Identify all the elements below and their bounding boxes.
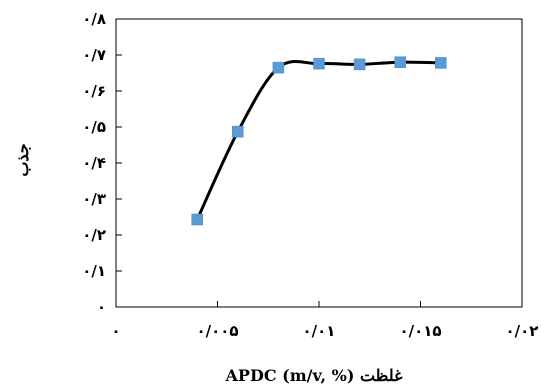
x-tick-label: ۰/۰۰۵ [196,322,238,340]
y-tick-label: ۰/۴ [82,154,106,172]
x-tick-label: ۰/۰۱ [303,322,336,340]
y-tick-label: ۰/۱ [82,262,106,280]
y-tick-label: ۰/۷ [82,46,106,64]
y-tick-label: ۰/۶ [82,82,106,100]
data-point [394,56,406,68]
x-axis-tick-labels: ۰ ۰/۰۰۵ ۰/۰۱ ۰/۰۱۵ ۰/۰۲ [111,322,538,340]
y-tick-label: ۰/۵ [82,118,106,136]
data-point [232,125,244,138]
y-axis-title: جذب [13,143,32,176]
series-markers [191,56,447,226]
x-tick-label: ۰/۰۲ [506,322,539,340]
data-point [272,61,285,74]
y-tick-label: ۰/۳ [82,190,106,208]
y-axis-ticks [116,18,122,308]
data-point [313,57,325,70]
data-point [353,58,366,71]
y-tick-label: ۰/۲ [82,226,106,244]
x-axis-ticks [115,301,523,307]
x-tick-label: ۰ [111,322,120,340]
y-tick-label: ۰/۸ [82,10,106,28]
x-tick-label: ۰/۰۱۵ [399,322,441,340]
y-axis-tick-labels: ۰ ۰/۱ ۰/۲ ۰/۳ ۰/۴ ۰/۵ ۰/۶ ۰/۷ ۰/۸ [82,10,106,316]
data-point [435,57,447,69]
x-axis-title: غلظت APDC (m/v, %) [225,366,404,385]
y-tick-label: ۰ [97,298,106,316]
data-point [191,213,203,226]
